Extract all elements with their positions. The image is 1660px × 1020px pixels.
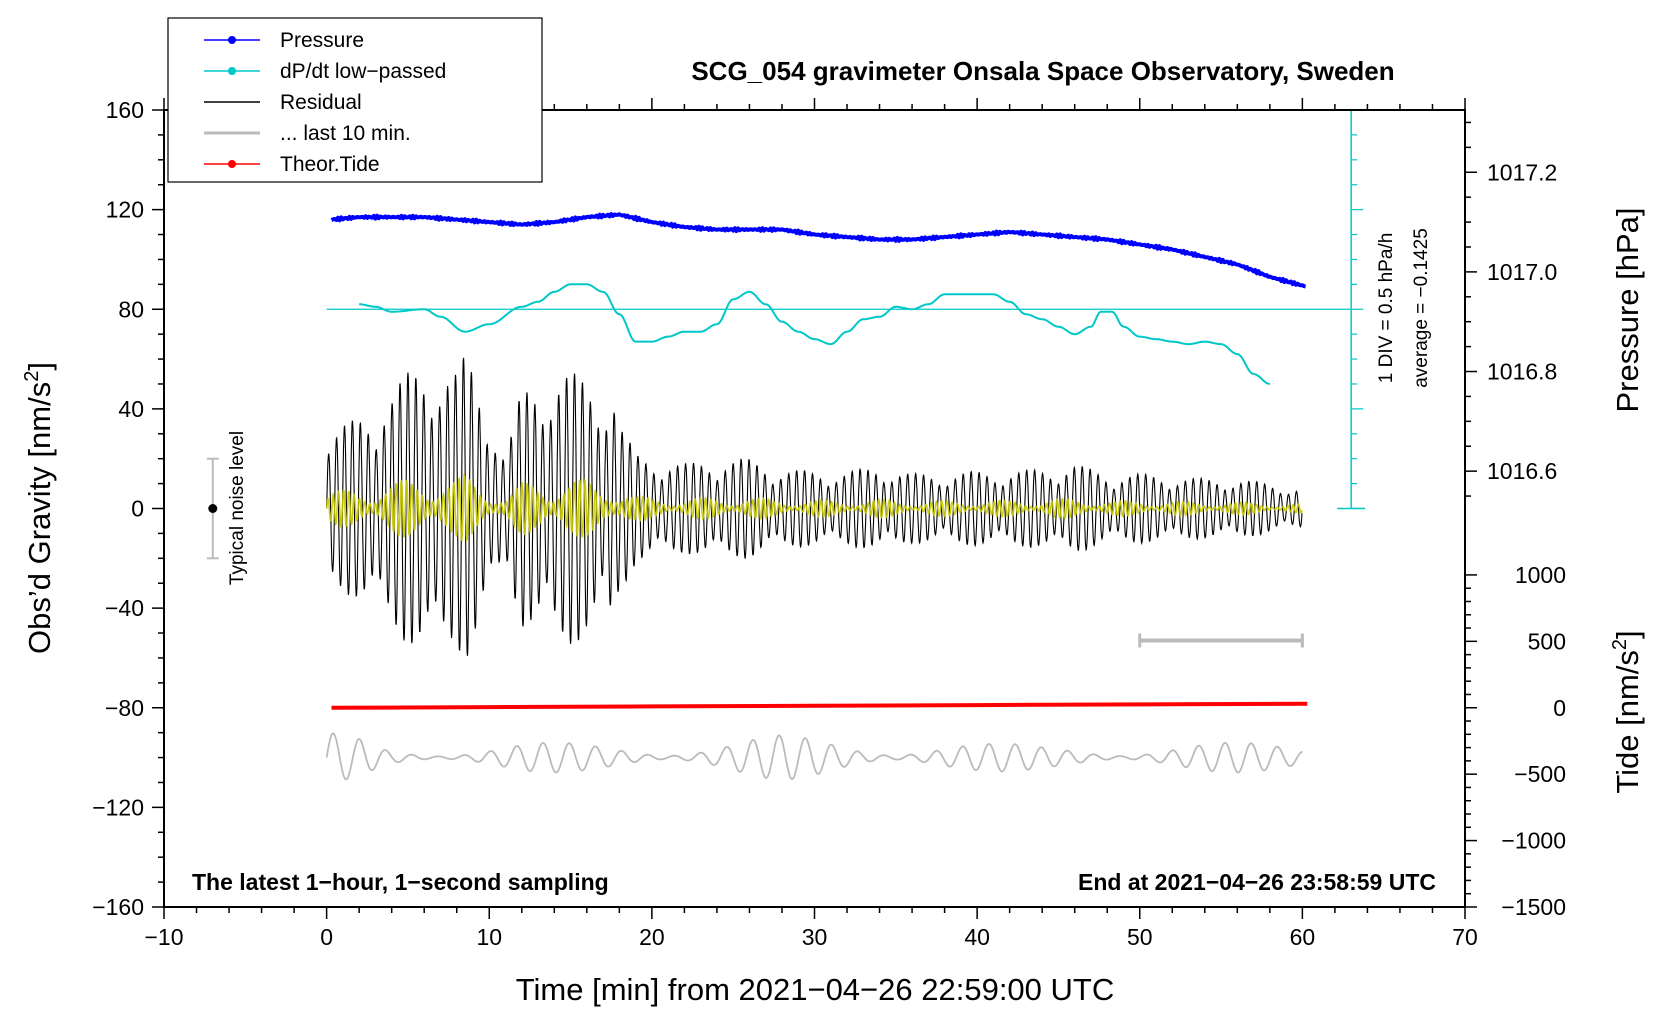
pressure-tick-label: 1016.8	[1487, 359, 1557, 385]
x-axis-title: Time [min] from 2021−04−26 22:59:00 UTC	[516, 972, 1115, 1007]
y-axis-title-sup: 2	[21, 371, 43, 382]
series-last-10-min	[325, 732, 1303, 781]
pressure-axis-ticks: 1016.6 1016.8 1017.0 1017.2	[1465, 121, 1557, 497]
y-tick-label: 120	[106, 197, 144, 223]
chart-title: SCG_054 gravimeter Onsala Space Observat…	[691, 56, 1394, 86]
pressure-axis-title: Pressure [hPa]	[1610, 207, 1645, 412]
pressure-tick-label: 1016.6	[1487, 458, 1557, 484]
x-tick-label: 30	[802, 924, 828, 950]
y-tick-label: −80	[105, 695, 144, 721]
x-tick-label: 50	[1127, 924, 1153, 950]
tide-axis-ticks: −1500 −1000 −500 0 500 1000	[1465, 562, 1566, 920]
x-tick-label: −10	[144, 924, 183, 950]
noise-bar-center-dot	[208, 504, 218, 513]
series-pressure	[330, 212, 1306, 289]
pressure-tick-label: 1017.0	[1487, 259, 1557, 285]
div-label: 1 DIV = 0.5 hPa/h	[1376, 233, 1397, 384]
legend-label: ... last 10 min.	[280, 122, 411, 145]
y-tick-label: −160	[92, 894, 144, 920]
legend-label: Pressure	[280, 29, 364, 52]
y-axis-title-end: ]	[22, 362, 57, 371]
legend: Pressure dP/dt low−passed Residual ... last…	[167, 17, 543, 183]
x-tick-label: 10	[476, 924, 502, 950]
tide-tick-label: −1500	[1501, 894, 1566, 920]
legend-label: Theor.Tide	[280, 153, 380, 176]
tide-axis-title: Tide [nm/s2]	[1609, 630, 1645, 793]
legend-marker	[228, 160, 236, 168]
noise-level-label: Typical noise level	[227, 431, 248, 585]
y-tick-label: 160	[106, 97, 144, 123]
tide-tick-label: 0	[1553, 695, 1566, 721]
y-axis-title: Obs’d Gravity [nm/s2]	[21, 362, 57, 654]
end-time-note: End at 2021−04−26 23:58:59 UTC	[1078, 869, 1436, 895]
tide-axis-title-sup: 2	[1609, 639, 1631, 650]
x-tick-label: 40	[964, 924, 990, 950]
y-tick-label: −40	[105, 595, 144, 621]
x-tick-label: 60	[1290, 924, 1316, 950]
tide-tick-label: 1000	[1515, 562, 1566, 588]
series-theoretical-tide	[331, 701, 1308, 710]
x-tick-label: 0	[320, 924, 333, 950]
y-axis-ticks: −160 −120 −80 −40 0 40 80 120 160	[92, 97, 164, 920]
sampling-note: The latest 1−hour, 1−second sampling	[192, 869, 609, 895]
plot-area	[206, 110, 1366, 781]
average-label: average = −0.1425	[1411, 228, 1432, 388]
x-axis-ticks: −10 0 10 20 30 40 50 60 70	[144, 98, 1478, 950]
legend-label: dP/dt low−passed	[280, 60, 446, 83]
tide-axis-title-end: ]	[1610, 630, 1645, 639]
x-tick-label: 70	[1452, 924, 1478, 950]
series-dpdt	[359, 283, 1271, 385]
tide-tick-label: 500	[1528, 628, 1566, 654]
y-axis-title-main: Obs’d Gravity [nm/s	[22, 382, 57, 654]
y-tick-label: −120	[92, 794, 144, 820]
legend-label: Residual	[280, 91, 362, 114]
series-residual-lowpass	[325, 473, 1303, 543]
pressure-tick-label: 1017.2	[1487, 159, 1557, 185]
legend-marker	[228, 36, 236, 44]
x-tick-label: 20	[639, 924, 665, 950]
y-tick-label: 40	[118, 396, 144, 422]
tide-tick-label: −500	[1514, 761, 1566, 787]
y-tick-label: 0	[131, 496, 144, 522]
y-tick-label: 80	[118, 296, 144, 322]
legend-marker	[228, 67, 236, 75]
legend-box	[167, 17, 543, 183]
tide-tick-label: −1000	[1501, 828, 1566, 854]
tide-axis-title-main: Tide [nm/s	[1610, 650, 1645, 794]
